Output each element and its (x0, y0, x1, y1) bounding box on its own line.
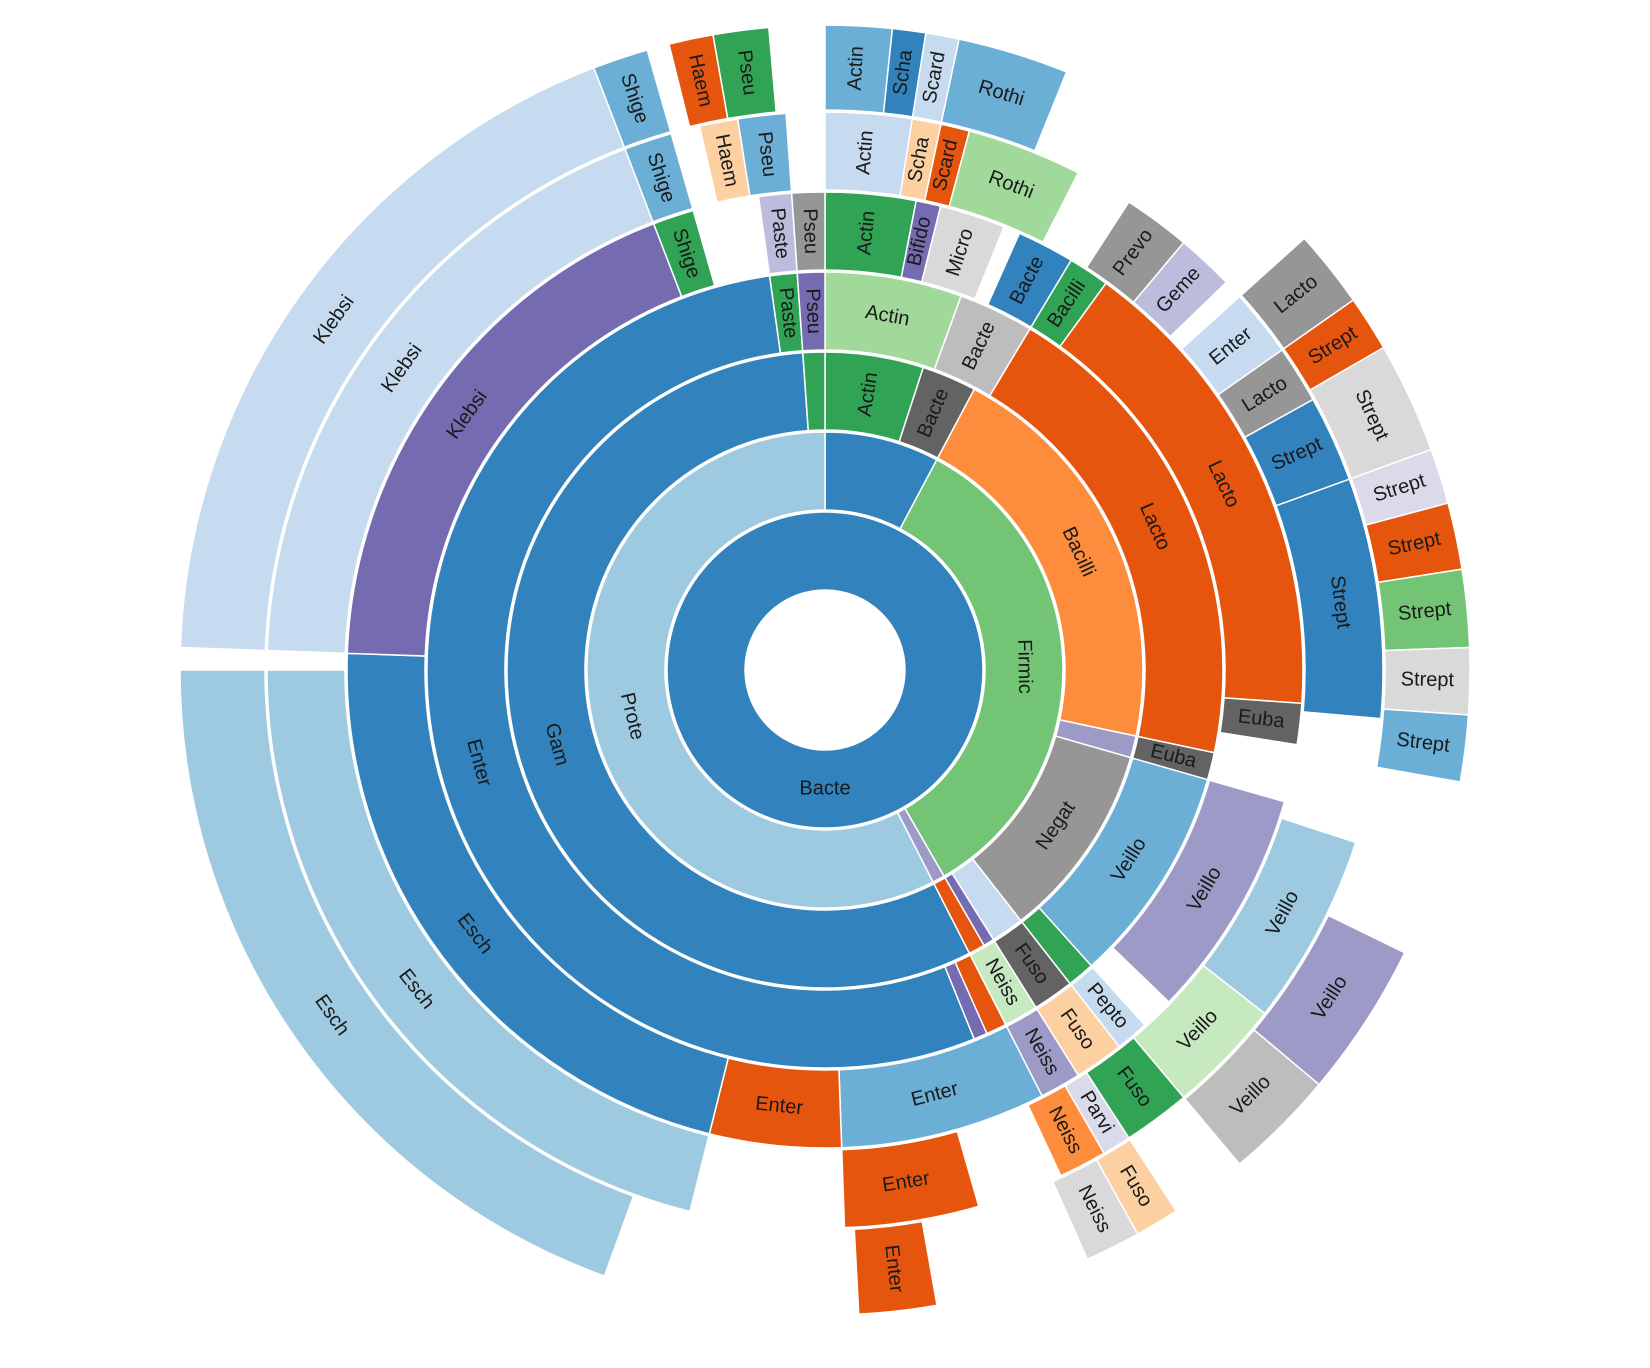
sunburst-segment[interactable] (899, 458, 1064, 878)
sunburst-segment[interactable] (506, 351, 971, 989)
sunburst-segment[interactable] (1382, 646, 1471, 716)
sunburst-segment[interactable] (1051, 1158, 1139, 1261)
sunburst-segment[interactable] (802, 351, 826, 432)
sunburst-segment[interactable] (920, 205, 1006, 301)
sunburst-segment[interactable] (712, 26, 778, 120)
sunburst-segment[interactable] (790, 191, 826, 272)
sunburst-segment[interactable] (1132, 241, 1228, 338)
sunburst-segment[interactable] (824, 191, 918, 279)
sunburst-segment[interactable] (586, 431, 935, 909)
sunburst-segment[interactable] (940, 38, 1068, 152)
sunburst-segment[interactable] (266, 669, 710, 1213)
sunburst-segment[interactable] (1275, 478, 1384, 720)
sunburst-segment[interactable] (179, 669, 635, 1278)
sunburst-segment[interactable] (948, 130, 1080, 244)
sunburst-segment[interactable] (652, 209, 716, 298)
sunburst-segment[interactable] (1111, 779, 1286, 1004)
sunburst-segment[interactable] (824, 111, 914, 197)
sunburst-segment[interactable] (624, 132, 694, 223)
sunburst-segment[interactable] (1026, 1084, 1106, 1177)
sunburst-segment[interactable] (1375, 708, 1470, 783)
sunburst-segment[interactable] (426, 275, 976, 1069)
sunburst-segment[interactable] (1282, 298, 1385, 392)
sunburst-segment[interactable] (708, 1057, 843, 1149)
sunburst-segment[interactable] (1377, 568, 1471, 652)
sunburst-segment[interactable] (1183, 1028, 1321, 1166)
sunburst-segment[interactable] (736, 112, 793, 197)
sunburst-segment[interactable] (796, 271, 826, 352)
sunburst-segment[interactable] (666, 511, 984, 829)
sunburst-segment[interactable] (1308, 346, 1433, 480)
sunburst-segment[interactable] (840, 1130, 980, 1229)
sunburst-segment[interactable] (824, 24, 894, 114)
sunburst-segment[interactable] (853, 1220, 938, 1315)
sunburst-segment[interactable] (1219, 697, 1303, 746)
sunburst-segment[interactable] (757, 192, 798, 275)
sunburst-segment[interactable] (592, 49, 672, 149)
